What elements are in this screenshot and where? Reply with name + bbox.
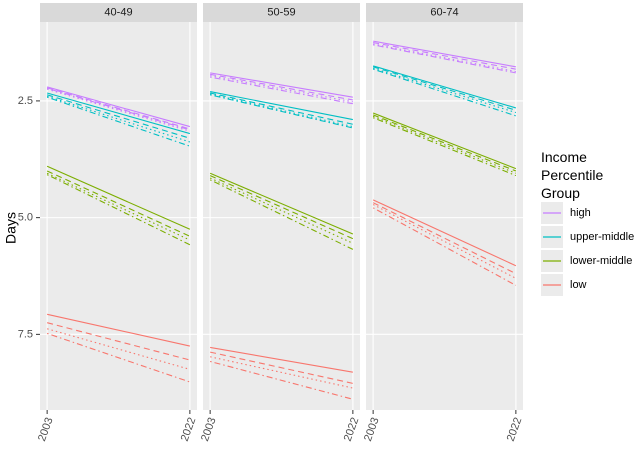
legend-label: lower-middle bbox=[570, 255, 632, 267]
line bbox=[210, 73, 353, 101]
facet-title: 40-49 bbox=[104, 6, 132, 18]
line bbox=[210, 351, 353, 384]
x-tick-label: 2003 bbox=[362, 416, 382, 443]
line bbox=[46, 96, 191, 147]
line bbox=[372, 65, 517, 109]
line bbox=[210, 92, 353, 125]
line bbox=[46, 165, 191, 230]
line bbox=[372, 114, 517, 172]
legend-label: high bbox=[570, 207, 591, 219]
line bbox=[46, 92, 191, 135]
facet-title: 60-74 bbox=[430, 6, 458, 18]
line bbox=[210, 346, 353, 373]
legend-label: low bbox=[570, 279, 587, 291]
line bbox=[372, 202, 517, 275]
line bbox=[46, 86, 191, 128]
line bbox=[373, 43, 516, 73]
line bbox=[209, 177, 354, 244]
line bbox=[46, 94, 191, 139]
x-tick-label: 2022 bbox=[342, 416, 362, 443]
line bbox=[373, 40, 516, 68]
x-tick-label: 2022 bbox=[505, 416, 525, 443]
line bbox=[210, 93, 353, 128]
panel bbox=[40, 22, 197, 410]
facet-title: 50-59 bbox=[267, 6, 295, 18]
line bbox=[46, 322, 191, 361]
x-tick-label: 2003 bbox=[199, 416, 219, 443]
y-tick-label: 5.0 bbox=[18, 212, 33, 224]
line bbox=[46, 87, 191, 130]
line bbox=[373, 44, 516, 74]
line bbox=[210, 94, 353, 129]
line bbox=[372, 112, 517, 170]
line bbox=[210, 75, 353, 103]
line bbox=[372, 68, 517, 117]
strip bbox=[40, 3, 197, 22]
line bbox=[210, 91, 353, 121]
x-tick-label: 2022 bbox=[179, 416, 199, 443]
line bbox=[46, 87, 191, 131]
line bbox=[46, 332, 191, 383]
strip bbox=[203, 3, 360, 22]
line bbox=[372, 66, 517, 111]
legend-title: Income Percentile Group bbox=[541, 149, 604, 201]
line bbox=[47, 313, 190, 347]
y-tick-label: 7.5 bbox=[18, 328, 33, 340]
line bbox=[210, 356, 353, 389]
y-tick-label: 2.5 bbox=[18, 95, 33, 107]
panel bbox=[203, 22, 360, 410]
line bbox=[210, 76, 353, 105]
line bbox=[373, 42, 516, 70]
line bbox=[372, 117, 517, 177]
line bbox=[209, 175, 354, 240]
line bbox=[372, 199, 517, 267]
line bbox=[46, 170, 191, 237]
panel bbox=[366, 22, 523, 410]
line bbox=[46, 172, 191, 241]
line bbox=[209, 360, 354, 400]
x-tick-label: 2003 bbox=[36, 416, 56, 443]
line bbox=[210, 72, 353, 98]
y-axis-label: Days bbox=[3, 212, 19, 244]
line bbox=[209, 172, 354, 235]
line bbox=[372, 207, 517, 286]
legend-label: upper-middle bbox=[570, 231, 634, 243]
line bbox=[372, 115, 517, 174]
strip bbox=[366, 3, 523, 22]
